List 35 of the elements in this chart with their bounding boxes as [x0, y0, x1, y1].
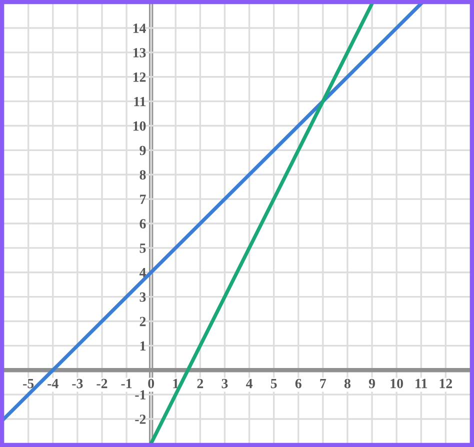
- y-tick-label: 13: [133, 48, 146, 58]
- y-tick-label: 14: [133, 24, 146, 33]
- y-tick-label: 8: [140, 170, 146, 180]
- y-tick-label: 6: [140, 219, 146, 228]
- y-tick-label: 1: [140, 341, 146, 350]
- x-tick-label: 10: [390, 378, 403, 388]
- y-tick-label: 11: [134, 96, 146, 106]
- x-tick-label: 1: [173, 378, 178, 388]
- y-tick-label: 2: [140, 316, 146, 326]
- x-tick-label: -2: [96, 378, 108, 388]
- x-tick-label: 5: [270, 378, 277, 388]
- x-tick-label: 8: [344, 378, 350, 388]
- y-tick-label: 5: [140, 244, 146, 253]
- x-tick-label: -3: [72, 378, 83, 388]
- y-tick-label: -2: [135, 414, 146, 424]
- x-tick-label: -1: [121, 378, 132, 388]
- y-tick-label: 9: [140, 146, 146, 156]
- line-series: [149, 4, 374, 444]
- y-tick-label: -1: [135, 390, 146, 400]
- y-tick-label: 3: [140, 292, 146, 302]
- x-tick-label: 9: [368, 378, 375, 388]
- x-tick-label: 12: [440, 378, 452, 388]
- x-tick-label: 3: [222, 378, 228, 388]
- x-tick-label: -5: [23, 378, 34, 388]
- y-tick-label: 12: [133, 72, 146, 82]
- x-tick-label: 0: [148, 378, 154, 388]
- x-tick-label: -4: [48, 378, 58, 388]
- x-tick-label: 6: [295, 378, 302, 388]
- y-tick-label: 10: [133, 121, 146, 131]
- x-tick-label: 2: [197, 378, 204, 388]
- y-tick-label: 4: [139, 268, 146, 278]
- x-tick-label: 4: [246, 378, 252, 388]
- x-tick-label: 11: [416, 378, 427, 388]
- y-tick-label: 7: [140, 194, 146, 204]
- x-tick-label: 7: [320, 378, 326, 388]
